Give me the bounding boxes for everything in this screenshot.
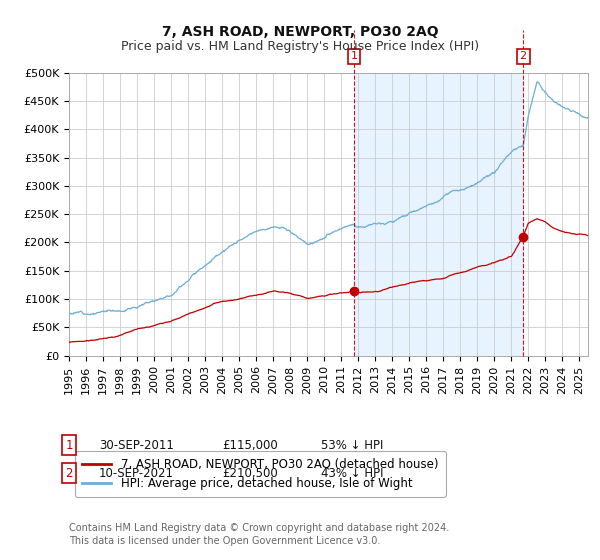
Text: 30-SEP-2011: 30-SEP-2011 (99, 438, 174, 452)
Text: £115,000: £115,000 (222, 438, 278, 452)
Text: Contains HM Land Registry data © Crown copyright and database right 2024.
This d: Contains HM Land Registry data © Crown c… (69, 523, 449, 546)
Bar (354, 73, 523, 356)
Legend: 7, ASH ROAD, NEWPORT, PO30 2AQ (detached house), HPI: Average price, detached ho: 7, ASH ROAD, NEWPORT, PO30 2AQ (detached… (75, 451, 446, 497)
Text: 2: 2 (520, 52, 527, 62)
Text: 1: 1 (65, 438, 73, 452)
Text: 2: 2 (65, 466, 73, 480)
Text: 53% ↓ HPI: 53% ↓ HPI (321, 438, 383, 452)
Text: 1: 1 (350, 52, 358, 62)
Text: 7, ASH ROAD, NEWPORT, PO30 2AQ: 7, ASH ROAD, NEWPORT, PO30 2AQ (161, 25, 439, 39)
Text: Price paid vs. HM Land Registry's House Price Index (HPI): Price paid vs. HM Land Registry's House … (121, 40, 479, 53)
Text: 43% ↓ HPI: 43% ↓ HPI (321, 466, 383, 480)
Text: 10-SEP-2021: 10-SEP-2021 (99, 466, 174, 480)
Text: £210,500: £210,500 (222, 466, 278, 480)
